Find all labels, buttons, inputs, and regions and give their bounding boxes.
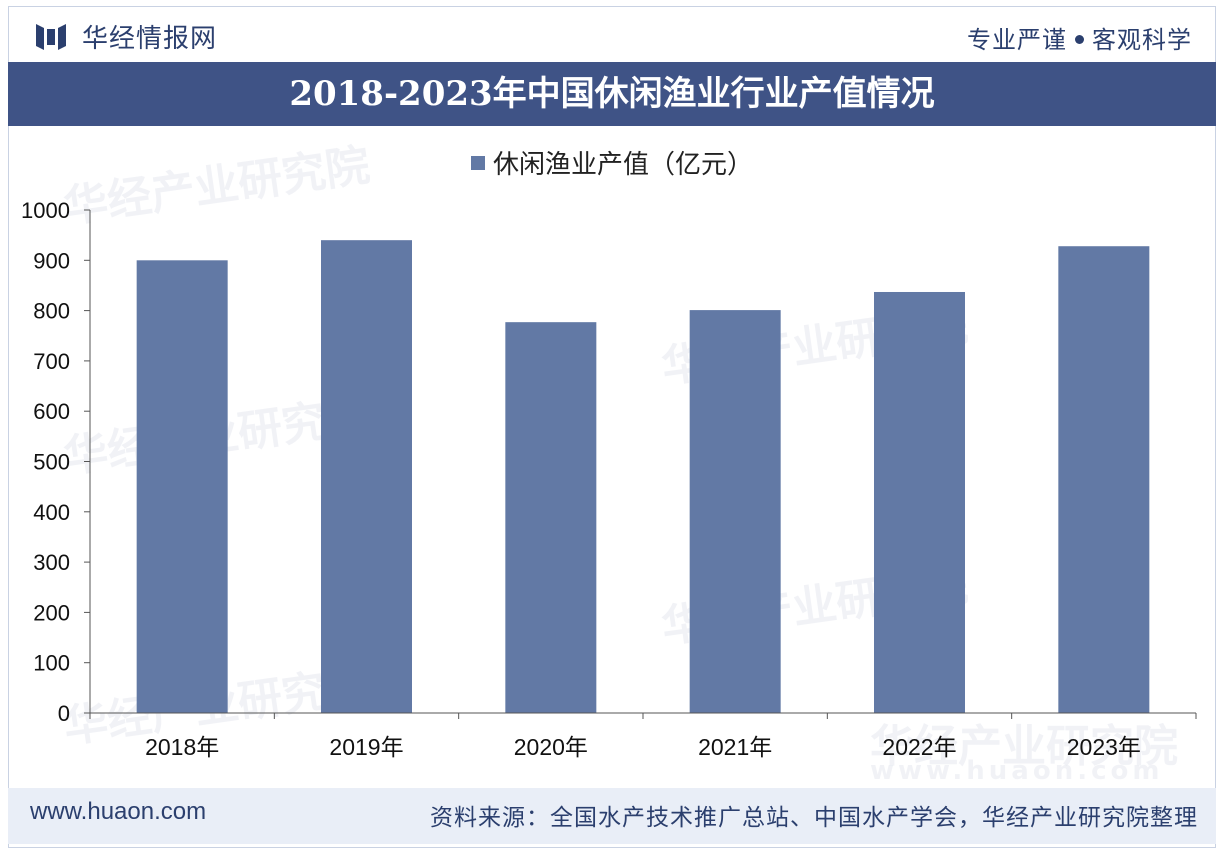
y-tick-label: 800 bbox=[33, 299, 70, 324]
bar-2022年 bbox=[874, 291, 965, 713]
header-bar: 华经情报网 专业严谨 客观科学 bbox=[8, 8, 1216, 62]
x-tick-label: 2020年 bbox=[514, 734, 588, 760]
y-tick-label: 0 bbox=[58, 701, 70, 726]
y-tick-label: 700 bbox=[33, 349, 70, 374]
legend-label: 休闲渔业产值（亿元） bbox=[492, 150, 753, 180]
y-tick-label: 900 bbox=[33, 248, 70, 273]
legend-swatch bbox=[470, 156, 485, 170]
motto: 专业严谨 客观科学 bbox=[967, 20, 1192, 55]
y-tick-label: 1000 bbox=[21, 198, 70, 223]
dot-icon bbox=[1075, 34, 1084, 44]
y-tick-label: 600 bbox=[33, 399, 70, 424]
bar-2019年 bbox=[321, 240, 412, 713]
bar-2023年 bbox=[1058, 246, 1150, 713]
chart-legend: 休闲渔业产值（亿元） bbox=[0, 144, 1224, 181]
motto-right: 客观科学 bbox=[1092, 26, 1192, 54]
x-tick-label: 2018年 bbox=[145, 734, 219, 760]
footer-site: www.huaon.com bbox=[30, 798, 207, 825]
bar-2020年 bbox=[505, 322, 597, 713]
y-tick-label: 300 bbox=[33, 550, 70, 575]
brand-name: 华经情报网 bbox=[82, 24, 218, 54]
x-tick-label: 2019年 bbox=[329, 734, 403, 760]
y-tick-label: 500 bbox=[33, 450, 70, 475]
bar-2021年 bbox=[689, 310, 781, 713]
chart-title: 2018-2023年中国休闲渔业行业产值情况 bbox=[289, 74, 935, 114]
y-tick-label: 400 bbox=[33, 500, 70, 525]
motto-left: 专业严谨 bbox=[967, 26, 1067, 54]
x-tick-label: 2023年 bbox=[1067, 734, 1141, 760]
x-tick-label: 2021年 bbox=[698, 734, 772, 760]
brand-logo-icon bbox=[36, 24, 66, 50]
footer-bar: www.huaon.com 资料来源：全国水产技术推广总站、中国水产学会，华经产… bbox=[8, 788, 1216, 844]
y-tick-label: 200 bbox=[33, 600, 70, 625]
bar-2018年 bbox=[136, 260, 228, 713]
x-tick-label: 2022年 bbox=[882, 734, 956, 760]
title-bar: 2018-2023年中国休闲渔业行业产值情况 bbox=[8, 62, 1216, 126]
y-tick-label: 100 bbox=[33, 651, 70, 676]
footer-source: 资料来源：全国水产技术推广总站、中国水产学会，华经产业研究院整理 bbox=[430, 805, 1198, 831]
